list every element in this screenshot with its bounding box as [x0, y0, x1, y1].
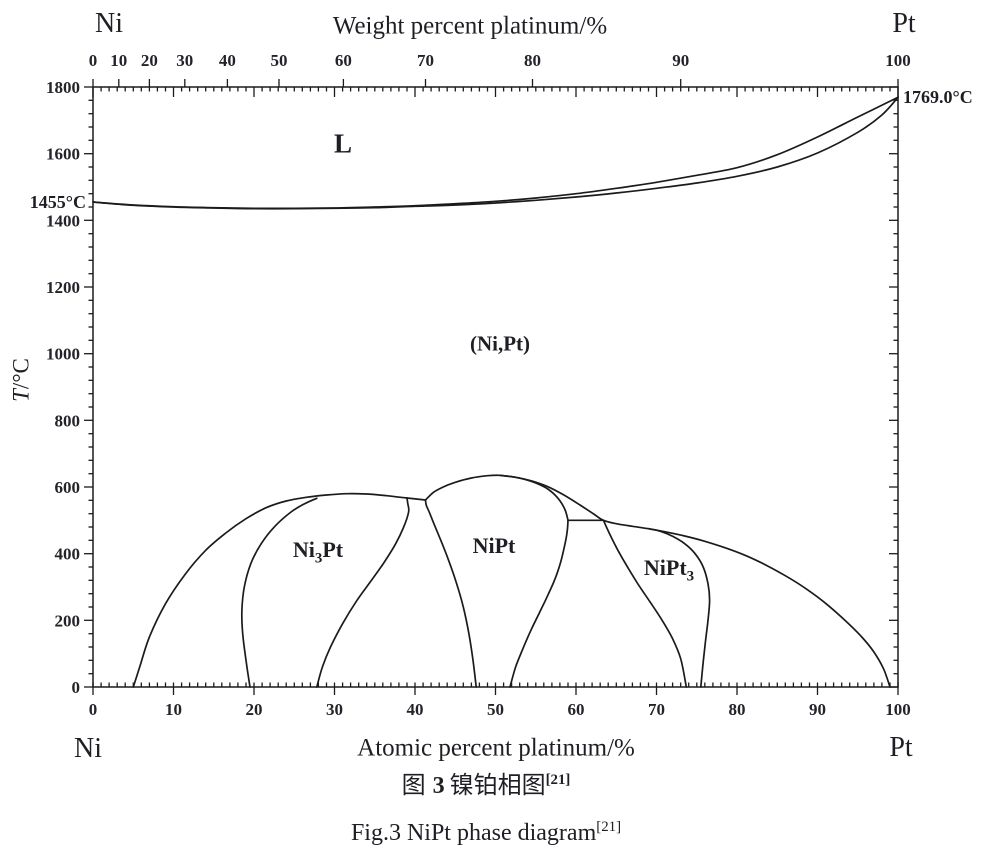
x-bottom-tick-label: 20: [246, 700, 263, 719]
x-top-tick-label: 20: [141, 51, 158, 70]
region-label-nipt3-subscript: 3: [686, 568, 695, 585]
curve-order-disorder-envelope-right: [498, 474, 891, 688]
region-label-liquid: L: [333, 128, 353, 159]
x-bottom-tick-label: 40: [407, 700, 424, 719]
annotation-melting-point-pt: 1769.0°C: [903, 87, 973, 107]
y-tick-label: 1600: [46, 145, 80, 164]
x-top-tick-label: 90: [672, 51, 689, 70]
curve-ni3pt-left-boundary: [240, 497, 318, 688]
x-top-tick-label: 10: [110, 51, 127, 70]
y-tick-label: 0: [72, 678, 81, 697]
region-label-nipt3: NiPt3: [643, 555, 694, 584]
element-label-pt-top-right: Pt: [892, 8, 916, 39]
y-tick-label: 800: [55, 411, 81, 430]
x-bottom-tick-label: 70: [648, 700, 665, 719]
y-tick-label: 1400: [46, 211, 80, 230]
y-tick-label: 1200: [46, 278, 80, 297]
curve-nipt-left-boundary: [424, 499, 478, 688]
x-top-tick-label: 0: [89, 51, 98, 70]
x-top-tick-label: 60: [335, 51, 352, 70]
x-top-tick-label: 40: [219, 51, 236, 70]
curve-nipt-dome-top: [424, 474, 569, 522]
caption-english-reference: [21]: [596, 819, 622, 835]
x-top-tick-label: 30: [176, 51, 193, 70]
x-top-tick-label: 80: [524, 51, 541, 70]
region-label-disordered-solid-solution: (Ni,Pt): [469, 331, 531, 356]
y-tick-label: 400: [55, 545, 81, 564]
y-tick-label: 1800: [46, 78, 80, 97]
x-bottom-tick-label: 100: [885, 700, 911, 719]
annotation-melting-point-ni: 1455°C: [29, 192, 86, 212]
y-tick-label: 200: [55, 611, 81, 630]
region-label-ni3pt-suffix: Pt: [322, 537, 344, 562]
x-top-tick-label: 100: [885, 51, 911, 70]
element-label-ni-top-left: Ni: [95, 8, 123, 39]
y-axis-title-symbol: T: [8, 389, 34, 402]
caption-chinese: 图 3 镍铂相图[21]: [0, 772, 972, 801]
curve-nipt3-left-boundary: [602, 519, 688, 688]
x-bottom-tick-label: 60: [568, 700, 585, 719]
x-top-tick-label: 70: [417, 51, 434, 70]
plot-frame: [92, 86, 899, 688]
caption-chinese-number: 3: [432, 773, 445, 799]
x-top-tick-label: 50: [271, 51, 288, 70]
region-label-ni3pt-base: Ni: [292, 537, 315, 562]
x-bottom-tick-label: 80: [729, 700, 746, 719]
caption-chinese-prefix: 图: [401, 773, 426, 799]
x-bottom-tick-label: 50: [487, 700, 504, 719]
x-bottom-tick-label: 10: [165, 700, 182, 719]
y-axis-title: T/°C: [8, 358, 34, 402]
y-tick-label: 1000: [46, 345, 80, 364]
curve-tie-line-ni3pt-nipt: [406, 497, 427, 501]
caption-chinese-reference: [21]: [545, 772, 571, 788]
x-bottom-tick-label: 30: [326, 700, 343, 719]
region-label-nipt: NiPt: [472, 533, 516, 558]
region-label-ni3pt: Ni3Pt: [292, 537, 344, 566]
bottom-axis-title: Atomic percent platinum/%: [357, 734, 635, 762]
y-axis-title-unit: /°C: [8, 358, 34, 390]
caption-english: Fig.3 NiPt phase diagram[21]: [0, 819, 972, 848]
curve-order-disorder-envelope-left: [132, 492, 408, 688]
caption-english-text: Fig.3 NiPt phase diagram: [350, 820, 597, 846]
curve-solidus: [92, 96, 899, 210]
x-bottom-tick-label: 90: [809, 700, 826, 719]
caption-chinese-title: 镍铂相图: [449, 773, 546, 799]
region-label-ni3pt-subscript: 3: [314, 550, 323, 567]
curve-ni3pt-right-boundary: [315, 497, 410, 688]
element-label-pt-bottom-right: Pt: [889, 732, 913, 763]
top-axis-title: Weight percent platinum/%: [332, 12, 608, 40]
curve-nipt3-right-boundary: [647, 527, 711, 688]
curve-nipt-right-boundary: [509, 519, 569, 688]
element-label-ni-bottom-left: Ni: [74, 733, 102, 764]
curve-liquidus: [92, 96, 899, 210]
region-label-nipt3-base: NiPt: [643, 555, 687, 580]
y-tick-label: 600: [55, 478, 81, 497]
x-bottom-tick-label: 0: [89, 700, 98, 719]
